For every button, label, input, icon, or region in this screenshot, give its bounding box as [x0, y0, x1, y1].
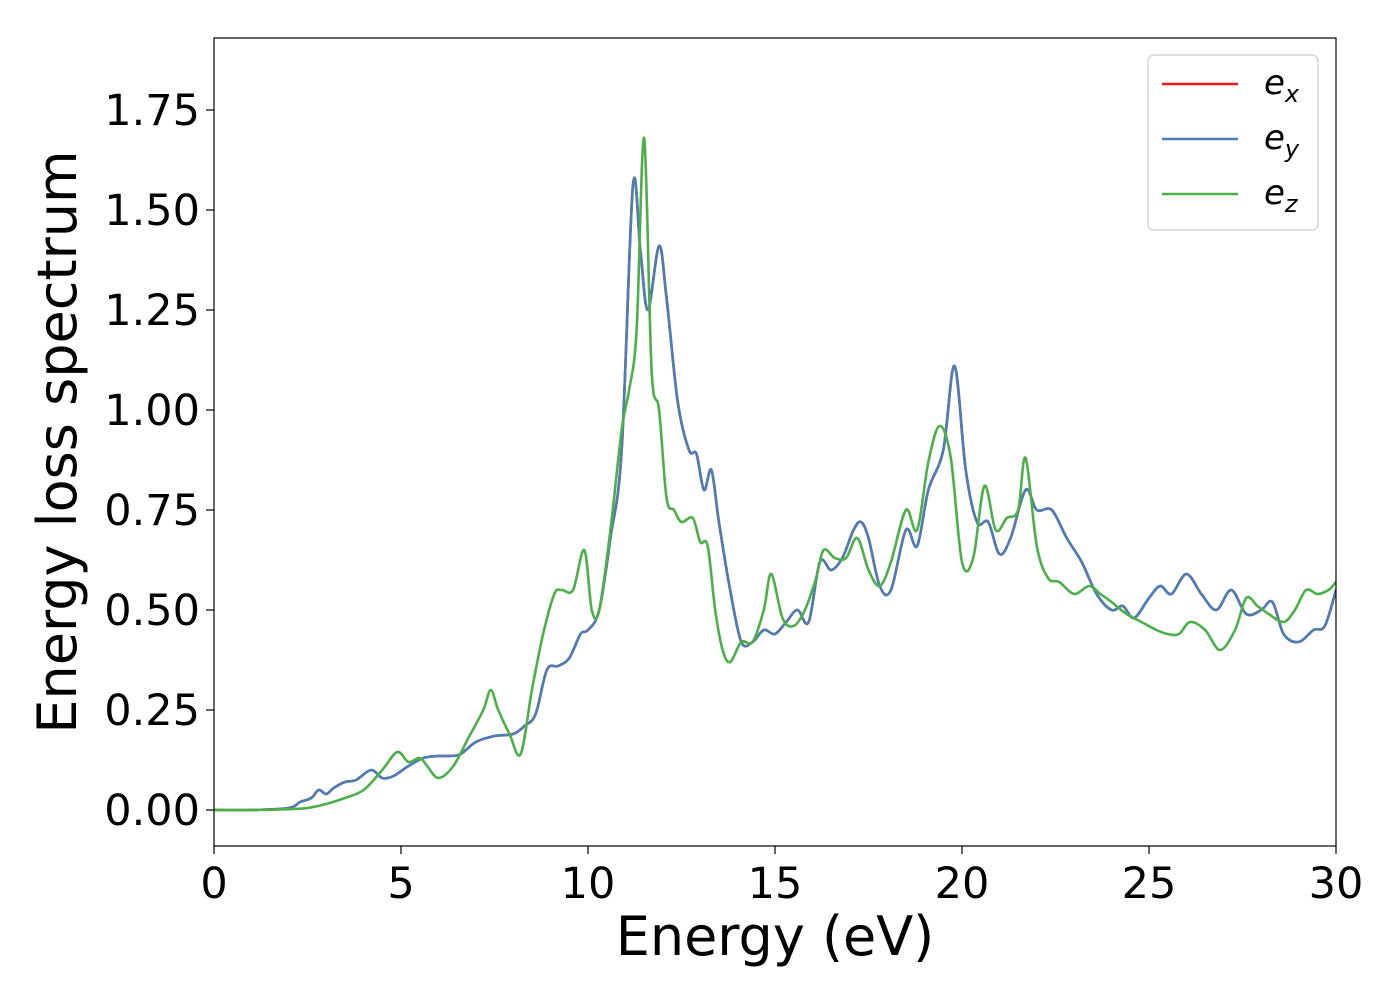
x-axis-label: Energy (eV)	[616, 905, 935, 968]
y-tick-label: 1.25	[104, 286, 200, 336]
legend-label-x: ex	[1264, 63, 1300, 108]
x-tick-label: 20	[935, 859, 990, 909]
y-tick-label: 1.75	[104, 86, 200, 136]
legend-label-subscript: z	[1284, 190, 1299, 218]
y-tick-label: 0.25	[104, 686, 200, 736]
y-tick-label: 0.75	[104, 486, 200, 536]
y-tick-label: 0.00	[104, 786, 200, 836]
x-tick-label: 30	[1309, 859, 1364, 909]
y-tick-label: 1.50	[104, 186, 200, 236]
series-line-y	[214, 176, 1336, 812]
series-line-x	[214, 176, 1336, 812]
legend-label-base: e	[1264, 63, 1285, 103]
legend-label-y: ey	[1264, 118, 1300, 163]
y-axis-label: Energy loss spectrum	[26, 150, 89, 733]
x-tick-label: 10	[561, 859, 616, 909]
y-tick-label: 0.50	[104, 586, 200, 636]
x-axis: 0 5 10 15 20 25 30	[200, 846, 1363, 909]
x-tick-label: 0	[200, 859, 227, 909]
series-layer	[214, 136, 1336, 812]
x-tick-label: 25	[1122, 859, 1177, 909]
series-line-z	[214, 136, 1336, 812]
x-tick-label: 5	[387, 859, 414, 909]
legend-label-base: e	[1264, 173, 1285, 213]
y-axis: 0.00 0.25 0.50 0.75 1.00 1.25 1.50 1.75	[104, 86, 214, 836]
x-tick-label: 15	[748, 859, 803, 909]
legend-label-subscript: y	[1284, 135, 1300, 163]
y-tick-label: 1.00	[104, 386, 200, 436]
legend-box	[1147, 54, 1319, 231]
legend-label-base: e	[1264, 118, 1285, 158]
legend-label-subscript: x	[1284, 80, 1300, 108]
legend-label-z: ez	[1264, 173, 1299, 218]
